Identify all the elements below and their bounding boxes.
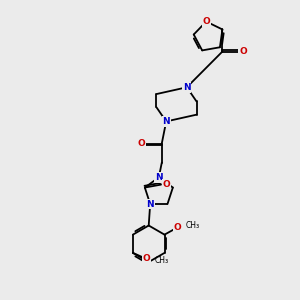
Text: N: N: [146, 200, 154, 208]
Text: CH₃: CH₃: [186, 221, 200, 230]
Text: N: N: [162, 117, 170, 126]
Text: O: O: [137, 139, 145, 148]
Text: N: N: [183, 83, 190, 92]
Text: O: O: [142, 254, 150, 263]
Text: O: O: [202, 17, 210, 26]
Text: CH₃: CH₃: [154, 256, 169, 265]
Text: N: N: [155, 173, 163, 182]
Text: O: O: [239, 47, 247, 56]
Text: O: O: [163, 180, 170, 189]
Text: O: O: [174, 223, 182, 232]
